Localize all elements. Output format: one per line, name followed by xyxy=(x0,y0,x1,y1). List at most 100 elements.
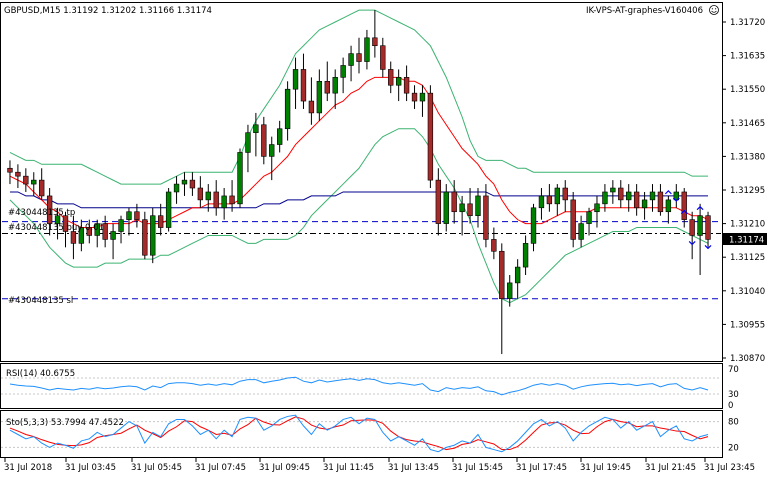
candle-body xyxy=(570,199,576,240)
candle-body xyxy=(395,77,402,86)
candle-body xyxy=(348,53,354,66)
candle-body xyxy=(491,239,497,252)
candle-body xyxy=(7,167,13,173)
time-tick-label: 31 Jul 15:45 xyxy=(452,463,503,473)
price-tick-label: 1.31295 xyxy=(730,186,765,196)
bollinger-bands xyxy=(9,9,709,304)
price-tick-label: 1.31635 xyxy=(730,52,765,62)
candle-body xyxy=(403,77,410,94)
smiley-icon[interactable] xyxy=(709,5,719,15)
candle-body xyxy=(372,37,378,47)
price-axis: 1.31720 1.31635 1.31550 1.31465 1.31380 1.312… xyxy=(722,18,765,364)
candle-body xyxy=(586,211,592,224)
candle-body xyxy=(507,282,513,300)
candle-body xyxy=(70,231,77,244)
time-tick-label: 31 Jul 21:45 xyxy=(645,463,696,473)
candle-body xyxy=(562,187,568,201)
rsi-label: RSI(14) 40.6755 xyxy=(6,369,75,379)
candle-body xyxy=(340,65,346,78)
candle-body xyxy=(276,128,283,145)
candle-body xyxy=(165,191,172,228)
candle-body xyxy=(31,179,37,185)
candle-body xyxy=(443,191,449,224)
candle-body xyxy=(110,231,116,240)
candle-body xyxy=(332,77,338,94)
candle-body xyxy=(134,211,140,220)
candle-body xyxy=(546,195,553,205)
rsi-level-label: 0 xyxy=(728,401,733,411)
candle-body xyxy=(602,191,608,205)
candle-body xyxy=(388,69,394,86)
candle-body xyxy=(633,191,640,209)
time-tick-label: 31 Jul 05:45 xyxy=(131,463,182,473)
price-tick-label: 1.30870 xyxy=(730,354,765,364)
candle-body xyxy=(467,203,473,216)
candle-body xyxy=(411,92,418,102)
candle-body xyxy=(522,243,529,268)
time-tick-label: 31 Jul 13:45 xyxy=(388,463,439,473)
candle-body xyxy=(54,215,61,224)
candle-body xyxy=(78,227,85,244)
time-tick-label: 31 Jul 11:45 xyxy=(323,463,374,473)
candle-body xyxy=(197,187,204,201)
candles xyxy=(7,10,711,355)
candle-body xyxy=(673,191,679,201)
trade-arrow xyxy=(688,241,696,246)
candle-body xyxy=(245,132,251,153)
ma-slow-line xyxy=(9,191,709,209)
candle-body xyxy=(261,124,267,157)
stoch-signal-series xyxy=(9,416,709,451)
stoch-level-label: 80 xyxy=(728,418,739,428)
bollinger-lower xyxy=(9,128,709,304)
candle-body xyxy=(380,45,386,70)
candle-body xyxy=(578,223,584,240)
candle-body xyxy=(316,80,323,114)
price-tick-label: 1.31380 xyxy=(730,152,765,162)
candle-body xyxy=(610,187,616,193)
current-price-tag: 1.31174 xyxy=(723,233,767,246)
candle-body xyxy=(419,92,426,102)
trade-arrow xyxy=(672,197,680,202)
trade-arrow xyxy=(696,205,704,211)
candle-body xyxy=(554,187,560,205)
trade-arrow xyxy=(680,209,688,215)
candle-body xyxy=(427,92,434,181)
time-axis: 31 Jul 2018 31 Jul 03:45 31 Jul 05:45 31 Ju… xyxy=(4,458,755,473)
trade-arrow xyxy=(664,190,672,195)
buy-order-label: #430448135 buy 0.01 xyxy=(8,223,104,233)
stoch-pane[interactable] xyxy=(0,410,723,458)
price-tick-label: 1.31125 xyxy=(730,253,765,263)
candle-body xyxy=(39,179,45,197)
price-tick-label: 1.31465 xyxy=(730,119,765,129)
candle-body xyxy=(641,199,648,209)
candle-body xyxy=(292,69,299,90)
tp-order-label: #430448135 tp xyxy=(8,208,75,218)
candle-body xyxy=(221,195,227,209)
candle-body xyxy=(300,69,307,102)
candle-body xyxy=(475,195,481,216)
candle-body xyxy=(324,80,330,94)
trade-arrow xyxy=(704,244,712,250)
candle-body xyxy=(102,223,108,240)
candle-body xyxy=(499,250,505,300)
main-pane[interactable] xyxy=(0,2,723,362)
candle-body xyxy=(618,187,624,201)
candle-body xyxy=(229,195,235,205)
candle-body xyxy=(538,195,545,209)
ma-fast-line xyxy=(9,76,709,229)
trade-markers xyxy=(664,190,712,250)
price-tick-label: 1.31040 xyxy=(730,287,765,297)
candle-body xyxy=(269,144,275,157)
time-tick-label: 31 Jul 17:45 xyxy=(516,463,567,473)
candle-body xyxy=(697,215,703,236)
candle-body xyxy=(308,100,315,114)
candle-body xyxy=(681,191,687,220)
time-tick-label: 31 Jul 2018 xyxy=(4,463,52,473)
candle-body xyxy=(657,191,664,213)
rsi-pane[interactable] xyxy=(0,363,723,409)
candle-body xyxy=(205,191,211,201)
rsi-level-label: 70 xyxy=(728,365,739,375)
rsi-level-label: 30 xyxy=(728,390,739,400)
